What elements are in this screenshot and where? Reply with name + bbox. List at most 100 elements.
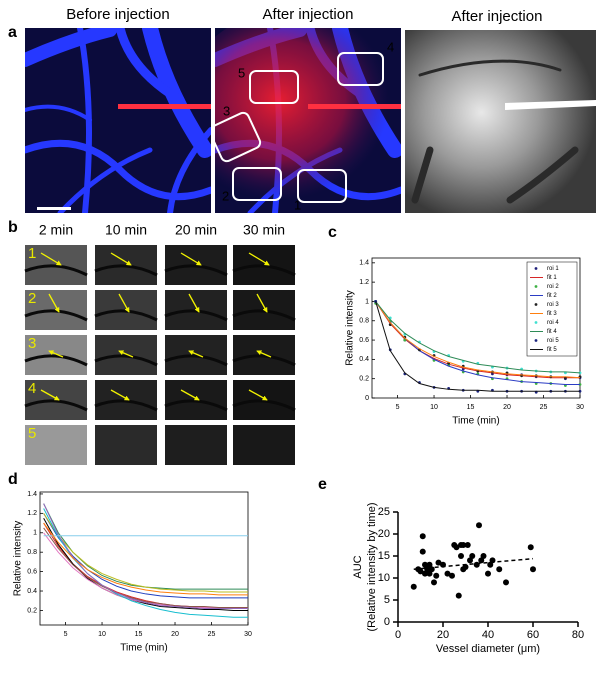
data-point <box>464 542 471 548</box>
thumb-vessel <box>164 264 228 277</box>
x-tick-label: 30 <box>576 404 584 411</box>
data-point <box>530 566 536 573</box>
data-point <box>433 572 440 579</box>
thumb-vessel <box>232 354 296 367</box>
time-label: 10 min <box>105 222 147 238</box>
y-tick-label: 1.4 <box>359 260 369 267</box>
y-tick-label: 0.8 <box>359 318 369 325</box>
row-label: 5 <box>28 425 36 442</box>
data-point <box>449 572 455 579</box>
y-tick-label: 25 <box>378 506 390 518</box>
thumb-vessel <box>232 399 296 412</box>
thumb-arrow <box>118 293 130 313</box>
legend-marker <box>534 285 538 288</box>
fit-line <box>375 301 580 392</box>
thumb-arrow <box>180 389 200 401</box>
legend-marker <box>534 267 538 270</box>
image-after-gray <box>405 30 596 213</box>
data-point <box>480 553 487 559</box>
legend-label: fit 5 <box>547 347 557 353</box>
time-label: 20 min <box>175 222 217 238</box>
fit-line <box>375 301 581 374</box>
data-point <box>469 553 476 559</box>
x-tick-label: 5 <box>64 631 68 638</box>
y-tick-label: 0 <box>384 616 390 628</box>
panel-a-texts: a Before injection After injection After… <box>8 6 542 236</box>
fit-line <box>43 513 248 593</box>
time-label: 30 min <box>243 222 285 238</box>
legend-label: fit 1 <box>547 275 557 281</box>
data-point <box>435 559 442 566</box>
thumb-arrow <box>188 350 204 358</box>
x-tick-label: 15 <box>135 631 143 638</box>
x-tick-label: 25 <box>208 631 216 638</box>
x-tick-label: 0 <box>395 629 401 641</box>
data-point <box>419 533 426 540</box>
data-point <box>460 542 467 548</box>
thumb-arrow <box>118 350 134 358</box>
y-tick-label: 0.4 <box>359 356 369 363</box>
data-point <box>431 579 437 586</box>
y-tick-label: 0.6 <box>359 337 369 344</box>
y-tick-label: 1 <box>33 530 37 537</box>
roi-label: 1 <box>294 197 301 212</box>
legend-label: fit 2 <box>547 293 557 299</box>
y-tick-label: 0 <box>365 395 369 402</box>
fit-line <box>43 513 248 599</box>
y-tick-label: 1.2 <box>359 279 369 286</box>
legend-label: fit 3 <box>547 311 557 317</box>
y-tick-label: 5 <box>384 594 390 606</box>
roi-label: 4 <box>387 39 394 54</box>
y-tick-label: 15 <box>378 550 390 562</box>
fit-line <box>43 527 248 609</box>
legend-label: roi 5 <box>547 338 559 344</box>
y-axis-label: Relative intensity <box>13 521 24 597</box>
thumb-arrow <box>248 389 268 401</box>
x-axis-label: Time (min) <box>120 643 167 654</box>
thumb-arrow <box>110 389 130 401</box>
thumbnail <box>233 425 295 465</box>
y-tick-label: 1 <box>365 298 369 305</box>
image-title: After injection <box>452 8 543 25</box>
thumb-vessel <box>164 354 228 367</box>
y-tick-label: 0.2 <box>359 376 369 383</box>
panel-label: a <box>8 24 17 41</box>
x-tick-label: 20 <box>437 629 449 641</box>
thumb-arrow <box>188 293 200 313</box>
roi-label: 5 <box>238 65 245 80</box>
row-label: 4 <box>28 380 36 397</box>
y-tick-label: 10 <box>378 572 390 584</box>
fit-line <box>43 503 248 590</box>
row-label: 1 <box>28 245 36 262</box>
legend-label: roi 1 <box>547 266 559 272</box>
thumb-vessel <box>94 264 158 277</box>
thumbnail <box>95 425 157 465</box>
data-point <box>496 566 503 573</box>
thumb-arrow <box>40 389 60 401</box>
data-point <box>458 553 464 559</box>
thumbnail <box>165 425 227 465</box>
x-tick-label: 10 <box>98 631 106 638</box>
thumb-arrow <box>48 350 64 358</box>
trend-line <box>413 557 534 570</box>
fit-line <box>43 503 248 609</box>
x-tick-label: 25 <box>540 404 548 411</box>
thumbnail <box>25 425 87 465</box>
thumb-arrow <box>256 350 272 358</box>
y-tick-label: 1.4 <box>27 491 37 498</box>
thumb-vessel <box>24 264 88 277</box>
data-point <box>527 544 534 551</box>
thumb-vessel <box>24 354 88 367</box>
data-point <box>455 592 462 599</box>
panel-label: b <box>8 219 18 236</box>
y-tick-label: 20 <box>378 528 390 540</box>
image-after <box>215 28 401 213</box>
fit-line <box>43 522 248 596</box>
y-tick-label: 0.8 <box>27 549 37 556</box>
x-axis-label: Vessel diameter (μm) <box>436 643 540 655</box>
y-axis-label: AUC <box>352 555 364 578</box>
legend-marker <box>534 339 538 342</box>
roi-label: 2 <box>222 188 229 203</box>
fit-line <box>375 301 580 385</box>
thumb-arrow <box>180 252 202 266</box>
